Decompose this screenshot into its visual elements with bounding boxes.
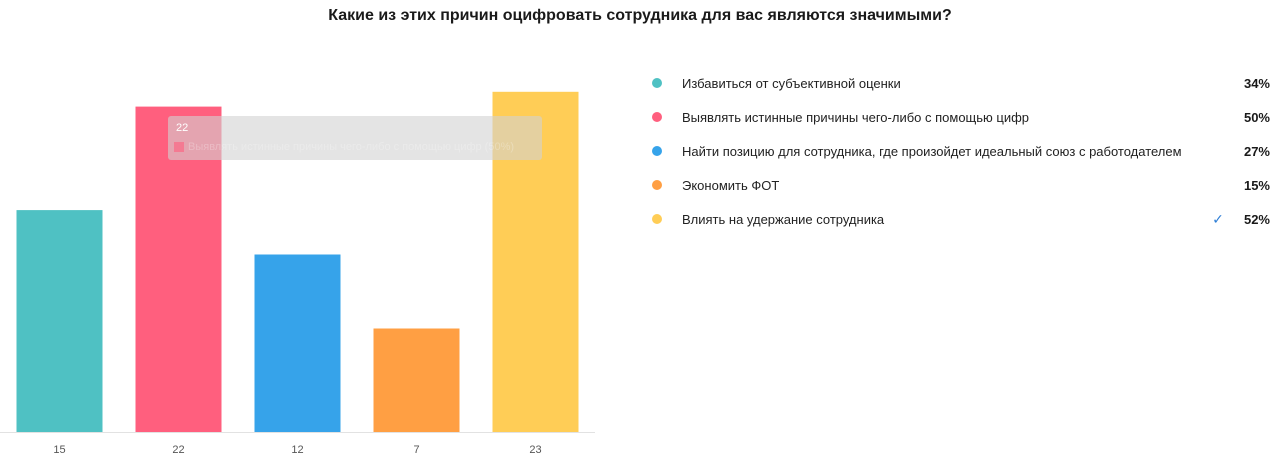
x-tick-label: 7 — [413, 444, 419, 456]
legend-dot-icon — [652, 180, 662, 190]
checkmark-icon: ✓ — [1212, 210, 1224, 227]
legend-item[interactable]: Влиять на удержание сотрудника ✓ 52% — [648, 202, 1270, 236]
bar-1[interactable] — [16, 210, 103, 432]
legend-dot-icon — [652, 78, 662, 88]
legend-dot-icon — [652, 214, 662, 224]
x-tick-label: 23 — [529, 444, 541, 456]
legend: Избавиться от субъективной оценки 34% Выяв… — [648, 66, 1270, 236]
tooltip-text: Выявлять истинные причины чего-либо с по… — [188, 141, 515, 153]
bar-4[interactable] — [373, 328, 460, 433]
legend-label: Влиять на удержание сотрудника — [682, 211, 885, 227]
legend-percent: 27% — [1243, 143, 1270, 159]
bar-chart: 15 22 12 7 23 — [0, 91, 595, 456]
legend-percent: 50% — [1243, 109, 1270, 125]
legend-item[interactable]: Найти позицию для сотрудника, где произо… — [648, 134, 1270, 168]
x-tick-label: 22 — [172, 444, 184, 456]
tooltip-swatch — [174, 142, 184, 152]
chart-tooltip: 22 Выявлять истинные причины чего-либо с… — [168, 116, 542, 160]
x-tick-label: 15 — [53, 444, 65, 456]
x-tick-labels: 15 22 12 7 23 — [53, 444, 541, 456]
legend-percent: 34% — [1243, 75, 1270, 91]
legend-item[interactable]: Экономить ФОТ 15% — [648, 168, 1270, 202]
legend-item[interactable]: Выявлять истинные причины чего-либо с по… — [648, 100, 1270, 134]
legend-dot-icon — [652, 146, 662, 156]
tooltip-value: 22 — [176, 122, 189, 134]
legend-dot-icon — [652, 112, 662, 122]
legend-label: Экономить ФОТ — [682, 177, 780, 193]
bar-2[interactable] — [135, 106, 222, 432]
bar-3[interactable] — [254, 254, 341, 433]
legend-label: Выявлять истинные причины чего-либо с по… — [682, 109, 1030, 125]
chart-title: Какие из этих причин оцифровать сотрудни… — [328, 7, 952, 24]
legend-item[interactable]: Избавиться от субъективной оценки 34% — [648, 66, 1270, 100]
legend-label: Избавиться от субъективной оценки — [682, 75, 901, 91]
tooltip-row: Выявлять истинные причины чего-либо с по… — [174, 141, 514, 153]
legend-percent: 15% — [1243, 177, 1270, 193]
legend-percent: 52% — [1243, 211, 1270, 227]
legend-label: Найти позицию для сотрудника, где произо… — [682, 143, 1182, 159]
x-tick-label: 12 — [291, 444, 303, 456]
